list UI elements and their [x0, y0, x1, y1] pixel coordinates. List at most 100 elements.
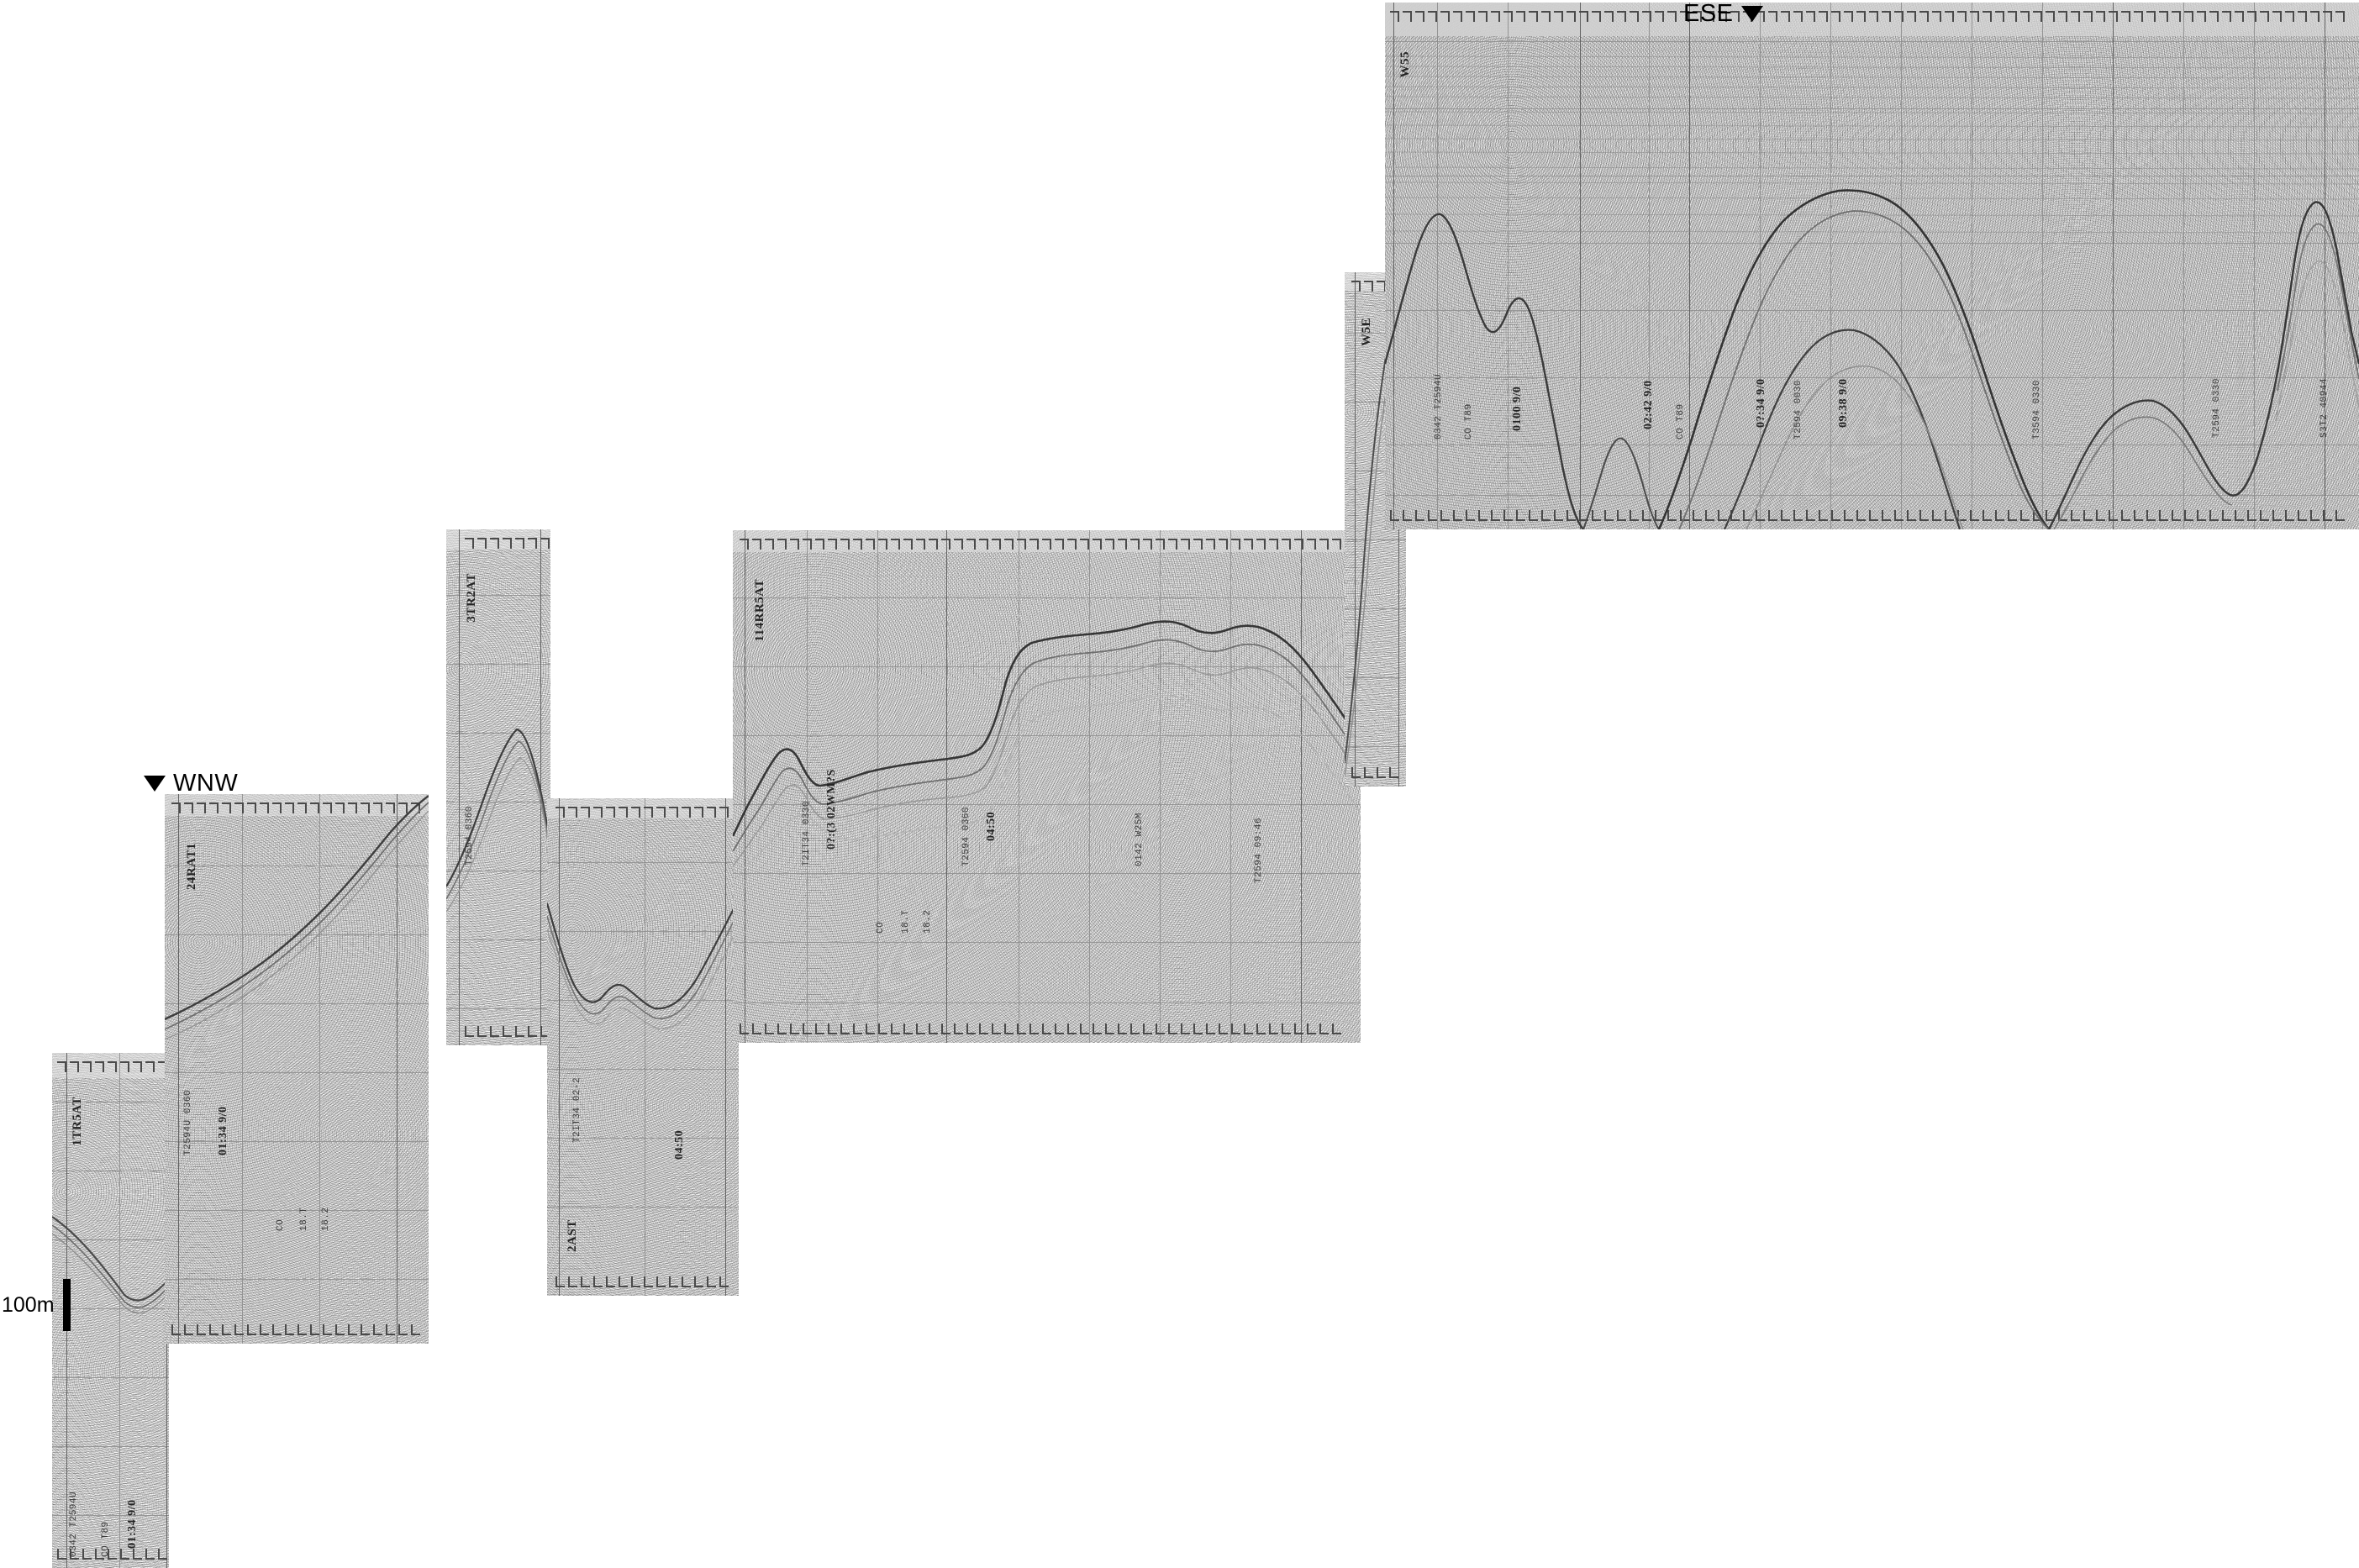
triangle-down-icon: [144, 776, 166, 792]
fiducial-tick: [752, 1023, 761, 1034]
fiducial-tick: [1156, 539, 1165, 550]
fiducial-tick: [1970, 510, 1979, 521]
fiducial-tick: [2222, 510, 2231, 521]
fiducial-tick: [740, 1023, 749, 1034]
fiducial-tick: [1415, 510, 1424, 521]
fiducial-tick: [1269, 539, 1278, 550]
fiducial-tick: [1055, 1023, 1064, 1034]
panel-edge-label: 3TR2AT: [465, 573, 478, 623]
fiducial-tick: [1983, 11, 1992, 22]
fiducial-tick: [777, 1023, 787, 1034]
fiducial-tick: [853, 539, 862, 550]
fiducial-tick: [1466, 510, 1475, 521]
fiducial-tick: [247, 1324, 256, 1335]
fiducial-tick: [1130, 1023, 1140, 1034]
panel-edge-label: W5E: [1360, 318, 1373, 347]
fiducial-ticks-top: [733, 539, 1361, 550]
fiducial-tick: [1256, 539, 1266, 550]
fiducial-tick: [373, 1324, 382, 1335]
fiducial-tick: [1718, 510, 1727, 521]
fiducial-tick: [2310, 11, 2320, 22]
fiducial-tick: [1768, 11, 1777, 22]
fiducial-tick: [2071, 510, 2080, 521]
fiducial-tick: [285, 802, 294, 813]
record-annotation: CO T89: [101, 1521, 111, 1557]
fiducial-tick: [260, 1324, 269, 1335]
fiducial-tick: [335, 802, 345, 813]
seismic-panel: 3TR2AT T2594 0360: [446, 529, 550, 1045]
fiducial-tick: [656, 1276, 666, 1287]
fiducial-tick: [108, 1549, 117, 1560]
fiducial-tick: [1831, 11, 1840, 22]
fiducial-tick: [2159, 510, 2168, 521]
fiducial-tick: [1307, 1023, 1316, 1034]
fiducial-tick: [1869, 510, 1878, 521]
fiducial-tick: [1995, 510, 2004, 521]
fiducial-tick: [1080, 539, 1089, 550]
fiducial-tick: [790, 539, 799, 550]
fiducial-tick: [1130, 539, 1140, 550]
fiducial-tick: [1181, 539, 1190, 550]
fiducial-tick: [145, 1549, 155, 1560]
fiducial-ticks-top: [1385, 11, 2359, 22]
fiducial-tick: [1655, 11, 1664, 22]
record-annotation: T2594 09:46: [1254, 817, 1264, 883]
fiducial-tick: [1693, 510, 1702, 521]
fiducial-tick: [1168, 1023, 1177, 1034]
scale-bar-line: [62, 1279, 71, 1331]
fiducial-tick: [490, 1026, 499, 1037]
panel-edge-label: W55: [1398, 51, 1412, 78]
fiducial-tick: [2298, 510, 2307, 521]
fiducial-tick: [386, 1324, 395, 1335]
fiducial-tick: [1529, 510, 1538, 521]
fiducial-tick: [398, 1324, 408, 1335]
fiducial-tick: [285, 1324, 294, 1335]
fiducial-tick: [1351, 281, 1361, 292]
fiducial-tick: [2146, 11, 2156, 22]
fiducial-tick: [2323, 510, 2332, 521]
fiducial-tick: [1743, 510, 1752, 521]
fiducial-tick: [133, 1549, 142, 1560]
fiducial-tick: [1453, 510, 1462, 521]
fiducial-ticks-bottom: [1385, 510, 2359, 521]
fiducial-tick: [1503, 11, 1513, 22]
chart-grid: [733, 530, 1361, 1043]
fiducial-tick: [503, 1026, 512, 1037]
fiducial-tick: [411, 802, 420, 813]
fiducial-tick: [1970, 11, 1979, 22]
fiducial-tick: [878, 539, 887, 550]
panel-edge-label: 24RAT1: [185, 843, 198, 891]
fiducial-tick: [1856, 11, 1866, 22]
fiducial-tick: [916, 539, 925, 550]
fiducial-tick: [361, 802, 370, 813]
fiducial-tick: [386, 802, 395, 813]
fiducial-tick: [1907, 510, 1916, 521]
fiducial-tick: [234, 1324, 244, 1335]
fiducial-tick: [465, 538, 474, 549]
fiducial-tick: [1219, 539, 1228, 550]
seismic-panel: 2AST T2IT34 02-2 04:50: [547, 798, 739, 1296]
fiducial-tick: [540, 538, 550, 549]
fiducial-tick: [1428, 11, 1437, 22]
fiducial-tick: [272, 802, 282, 813]
fiducial-tick: [1945, 11, 1954, 22]
fiducial-tick: [2184, 510, 2193, 521]
chart-grid: [1385, 3, 2359, 529]
fiducial-tick: [171, 802, 181, 813]
scale-bar-label: 100m: [2, 1292, 55, 1317]
fiducial-tick: [515, 538, 524, 549]
fiducial-tick: [606, 1276, 615, 1287]
fiducial-tick: [1181, 1023, 1190, 1034]
fiducial-tick: [1781, 510, 1790, 521]
fiducial-tick: [656, 807, 666, 818]
fiducial-tick: [1869, 11, 1878, 22]
paper-texture: [547, 798, 739, 1296]
fiducial-tick: [1193, 539, 1203, 550]
fiducial-tick: [1491, 510, 1500, 521]
fiducial-tick: [1680, 11, 1689, 22]
fiducial-tick: [1004, 1023, 1014, 1034]
water-column-band: [1385, 3, 1603, 36]
fiducial-ticks-bottom: [52, 1549, 169, 1560]
paper-texture: [446, 529, 550, 1045]
fiducial-tick: [992, 1023, 1001, 1034]
